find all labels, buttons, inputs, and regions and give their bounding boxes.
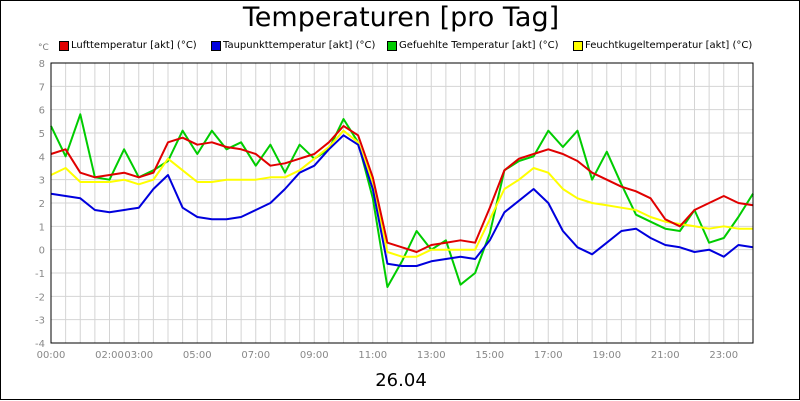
y-tick-label: 8	[39, 59, 45, 70]
x-tick-label: 13:00	[417, 350, 446, 361]
legend-swatch-lufttemperatur	[59, 41, 69, 51]
y-tick-label: -4	[35, 339, 45, 350]
y-tick-label: 7	[39, 82, 45, 93]
x-tick-label: 23:00	[709, 350, 738, 361]
series-line-taupunkttemperatur	[50, 134, 754, 267]
y-tick-label: 3	[39, 176, 45, 187]
chart-title: Temperaturen [pro Tag]	[242, 2, 560, 33]
y-tick-label: -3	[35, 316, 45, 327]
x-tick-label: 17:00	[534, 350, 563, 361]
legend-swatch-gefuehlte-temperatur	[387, 41, 397, 51]
x-tick-label: 02:00	[95, 350, 124, 361]
series-line-feuchtkugeltemperatur	[50, 129, 753, 258]
y-tick-label: 1	[39, 222, 45, 233]
series-line-lufttemperatur	[50, 125, 754, 253]
y-axis-unit-label: °C	[38, 43, 49, 53]
legend-swatch-feuchtkugeltemperatur	[573, 41, 583, 51]
y-tick-label: 5	[39, 129, 45, 140]
x-tick-label: 09:00	[300, 350, 329, 361]
x-tick-label: 05:00	[183, 350, 212, 361]
x-tick-label: 15:00	[475, 350, 504, 361]
x-tick-label: 11:00	[358, 350, 387, 361]
y-tick-label: 2	[39, 199, 45, 210]
x-tick-label: 19:00	[592, 350, 621, 361]
legend-label-lufttemperatur: Lufttemperatur [akt] (°C)	[71, 40, 197, 51]
legend-label-feuchtkugeltemperatur: Feuchtkugeltemperatur [akt] (°C)	[585, 40, 753, 51]
x-tick-label: 03:00	[124, 350, 153, 361]
series-line-gefuehlte-temperatur	[50, 113, 754, 288]
x-tick-label: 21:00	[651, 350, 680, 361]
date-label: 26.04	[375, 370, 427, 391]
plot-border	[50, 62, 754, 344]
y-tick-label: 4	[39, 152, 45, 163]
legend-swatch-taupunkttemperatur	[211, 41, 221, 51]
legend-label-gefuehlte-temperatur: Gefuehlte Temperatur [akt] (°C)	[399, 40, 559, 51]
x-tick-label: 07:00	[241, 350, 270, 361]
y-tick-label: -2	[35, 292, 45, 303]
y-tick-label: 6	[39, 106, 45, 117]
x-tick-label: 00:00	[37, 350, 66, 361]
y-tick-label: -1	[35, 269, 45, 280]
y-tick-label: 0	[39, 246, 45, 257]
legend-label-taupunkttemperatur: Taupunkttemperatur [akt] (°C)	[223, 40, 376, 51]
